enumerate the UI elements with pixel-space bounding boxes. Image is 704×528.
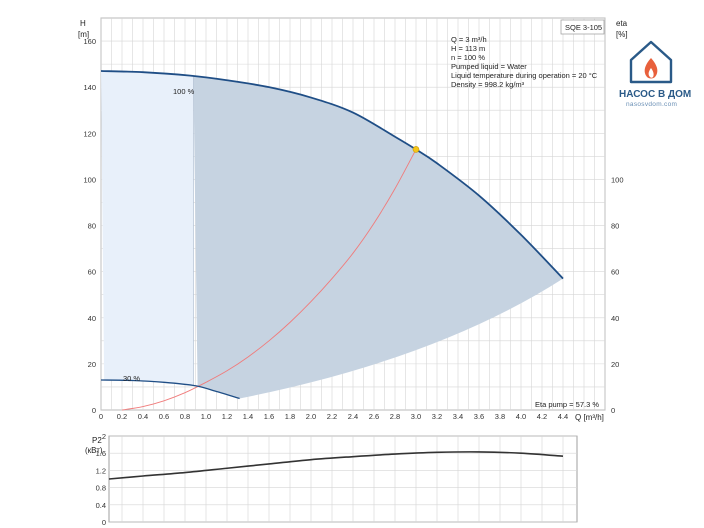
eta-pump-note: Eta pump = 57.3 % — [535, 400, 599, 409]
x-tick-label: 2.0 — [306, 412, 316, 421]
info-line: n = 100 % — [451, 53, 485, 62]
head-flow-chart: 0 0.2 0.4 0.6 0.8 1.0 1.2 1.4 1.6 1.8 2.0 2.2 2.4 2.6… — [78, 17, 628, 422]
power-y-tick-label: 1.2 — [96, 466, 106, 475]
model-label: SQE 3-105 — [565, 23, 602, 32]
curve-30-percent — [100, 379, 240, 400]
x-tick-label: 3.0 — [411, 412, 421, 421]
operating-area-light — [101, 71, 194, 386]
x-tick-label: 4.0 — [516, 412, 526, 421]
power-y-tick-label: 0.8 — [96, 484, 106, 493]
model-label-box — [560, 19, 605, 35]
y-left-axis-unit: [m] — [78, 30, 89, 39]
power-plot-frame — [108, 435, 578, 523]
x-tick-labels: 0 0.2 0.4 0.6 0.8 1.0 1.2 1.4 1.6 1.8 2.0 2.2 2.4 2.6… — [99, 412, 568, 421]
x-axis-title: Q [m³/h] — [575, 413, 604, 422]
curve-label-100: 100 % — [173, 87, 195, 96]
power-grid — [109, 435, 577, 523]
power-y-tick-labels: 0 0.4 0.8 1.2 1.6 2 — [96, 432, 106, 527]
info-line: H = 113 m — [451, 44, 485, 53]
y-left-tick-label: 140 — [83, 83, 96, 92]
info-line: Density = 998.2 kg/m³ — [451, 80, 525, 89]
power-axis-unit: (кВт) — [85, 446, 103, 455]
x-tick-label: 0 — [99, 412, 103, 421]
x-tick-label: 3.6 — [474, 412, 484, 421]
y-left-tick-label: 20 — [88, 360, 96, 369]
y-right-tick-label: 40 — [611, 314, 619, 323]
brand-logo: НАСОС В ДОМ nasosvdom.com — [619, 40, 691, 108]
x-tick-label: 3.4 — [453, 412, 463, 421]
power-chart: 0 0.4 0.8 1.2 1.6 2 P2 (кВт) — [85, 432, 578, 527]
x-tick-label: 1.4 — [243, 412, 253, 421]
x-tick-label: 4.2 — [537, 412, 547, 421]
x-tick-label: 1.0 — [201, 412, 211, 421]
y-right-tick-label: 20 — [611, 360, 619, 369]
y-right-axis-unit: [%] — [616, 30, 628, 39]
x-tick-label: 2.6 — [369, 412, 379, 421]
x-tick-label: 1.6 — [264, 412, 274, 421]
y-right-tick-labels: 0 20 40 60 80 100 — [611, 175, 624, 415]
x-tick-label: 2.8 — [390, 412, 400, 421]
operating-area-dark — [193, 76, 563, 399]
y-left-tick-label: 40 — [88, 314, 96, 323]
y-right-tick-label: 80 — [611, 222, 619, 231]
power-y-tick-label: 0 — [102, 518, 106, 527]
info-block: Q = 3 m³/h H = 113 m n = 100 % Pumped li… — [451, 35, 598, 89]
y-left-tick-labels: 0 20 40 60 80 100 120 140 160 — [83, 37, 96, 415]
brand-site: nasosvdom.com — [626, 101, 677, 108]
efficiency-curve — [121, 149, 417, 411]
y-left-tick-label: 160 — [83, 37, 96, 46]
brand-name: НАСОС В ДОМ — [619, 89, 691, 100]
operating-point — [412, 146, 420, 153]
y-left-tick-label: 120 — [83, 129, 96, 138]
power-curve — [108, 451, 564, 480]
y-right-tick-label: 100 — [611, 175, 624, 184]
x-tick-label: 0.6 — [159, 412, 169, 421]
info-line: Pumped liquid = Water — [451, 62, 527, 71]
x-tick-label: 2.4 — [348, 412, 358, 421]
flame-inner-icon — [648, 68, 654, 78]
y-right-tick-label: 60 — [611, 268, 619, 277]
y-right-axis-title: eta — [616, 19, 628, 28]
x-tick-label: 1.2 — [222, 412, 232, 421]
x-tick-label: 3.2 — [432, 412, 442, 421]
house-icon — [629, 40, 673, 84]
x-tick-label: 1.8 — [285, 412, 295, 421]
y-left-axis-title: H — [80, 19, 86, 28]
info-line: Q = 3 m³/h — [451, 35, 487, 44]
x-tick-label: 3.8 — [495, 412, 505, 421]
y-left-tick-label: 80 — [88, 222, 96, 231]
y-left-tick-label: 100 — [83, 175, 96, 184]
curve-100-percent — [100, 70, 564, 280]
y-left-tick-label: 0 — [92, 406, 96, 415]
x-tick-label: 0.8 — [180, 412, 190, 421]
x-tick-label: 4.4 — [558, 412, 568, 421]
power-y-tick-label: 2 — [102, 432, 106, 441]
power-y-tick-label: 0.4 — [96, 501, 106, 510]
info-line: Liquid temperature during operation = 20… — [451, 71, 598, 80]
x-tick-label: 0.2 — [117, 412, 127, 421]
power-y-tick-label: 1.6 — [96, 449, 106, 458]
y-right-tick-label: 0 — [611, 406, 615, 415]
x-tick-label: 2.2 — [327, 412, 337, 421]
x-tick-label: 0.4 — [138, 412, 148, 421]
power-axis-title: P2 — [92, 436, 102, 445]
curve-label-30: 30 % — [123, 374, 140, 383]
y-left-tick-label: 60 — [88, 268, 96, 277]
